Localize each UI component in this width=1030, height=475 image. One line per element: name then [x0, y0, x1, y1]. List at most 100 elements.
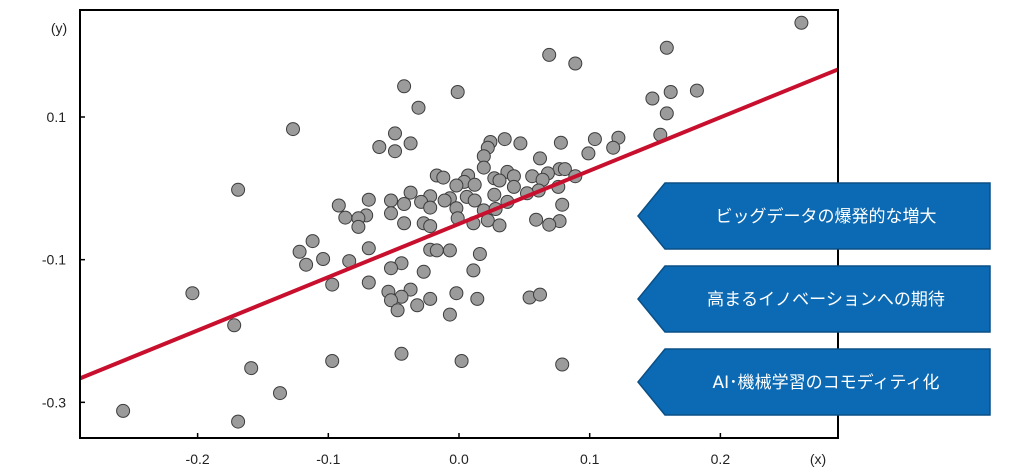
data-point — [542, 217, 557, 232]
data-point — [361, 192, 376, 207]
data-point — [403, 185, 418, 200]
data-point — [487, 187, 502, 202]
data-point — [316, 252, 331, 266]
data-point — [449, 178, 464, 193]
data-point — [492, 218, 507, 233]
data-point — [185, 286, 200, 301]
data-point — [470, 291, 485, 306]
data-point — [388, 126, 402, 141]
data-point — [390, 303, 405, 318]
data-point — [273, 386, 287, 401]
x-tick-label: -0.1 — [316, 451, 340, 467]
data-point — [292, 244, 307, 259]
data-point — [454, 354, 469, 368]
data-point — [305, 234, 320, 249]
data-point — [361, 275, 376, 290]
data-point — [442, 307, 457, 322]
data-point — [429, 243, 444, 258]
regression-line — [79, 67, 839, 381]
data-point — [645, 91, 660, 106]
data-point — [436, 170, 451, 185]
data-point — [244, 361, 259, 376]
data-point — [384, 293, 398, 308]
data-point — [394, 346, 409, 361]
data-point — [423, 219, 438, 234]
data-point — [659, 40, 674, 55]
data-point — [403, 136, 418, 151]
x-tick-label: 0.2 — [711, 451, 731, 467]
data-point — [397, 216, 412, 231]
data-point — [476, 160, 491, 175]
data-point — [231, 182, 246, 197]
data-point — [794, 15, 809, 30]
data-point — [513, 136, 528, 151]
data-point — [467, 193, 482, 208]
data-point — [416, 264, 431, 279]
x-axis-ticks: -0.2 -0.1 0.0 0.1 0.2 — [186, 433, 731, 467]
data-point — [568, 56, 583, 71]
data-point — [492, 173, 507, 188]
y-tick-label: 0.1 — [47, 109, 67, 125]
data-point — [689, 83, 704, 98]
data-point — [449, 286, 464, 301]
callout-label: AI･機械学習のコモディティ化 — [713, 372, 940, 393]
data-point — [423, 291, 438, 306]
data-point — [384, 193, 398, 208]
y-axis-unit-label: (y) — [51, 20, 67, 36]
callout-ai-ml: AI･機械学習のコモディティ化 — [637, 348, 991, 416]
y-axis-ticks: 0.1 -0.1 -0.3 — [42, 109, 85, 410]
data-point — [351, 219, 366, 234]
data-point — [397, 197, 412, 211]
x-tick-label: -0.2 — [186, 451, 210, 467]
data-point — [331, 198, 346, 213]
data-point — [231, 414, 246, 429]
x-tick-label: 0.1 — [580, 451, 600, 467]
x-tick-label: 0.0 — [449, 451, 469, 467]
data-point — [338, 210, 353, 225]
data-point — [581, 146, 596, 161]
data-point — [361, 241, 376, 256]
callout-big-data: ビッグデータの爆発的な増大 — [637, 182, 991, 250]
data-point — [557, 162, 572, 177]
data-point — [450, 85, 465, 99]
data-point — [325, 277, 340, 292]
data-point — [466, 263, 481, 278]
callout-label: 高まるイノベーションへの期待 — [707, 290, 945, 310]
data-point — [553, 135, 568, 150]
data-point — [555, 357, 570, 372]
y-tick-label: -0.3 — [42, 394, 66, 410]
data-point — [663, 85, 678, 99]
callout-arrow-shape — [637, 348, 991, 416]
data-point — [606, 140, 621, 155]
data-point — [384, 261, 398, 276]
data-point — [325, 354, 340, 368]
data-point — [403, 282, 418, 297]
data-point — [227, 318, 242, 333]
data-point — [116, 403, 131, 418]
data-point — [384, 206, 398, 221]
data-point — [542, 47, 557, 62]
callout-arrow-shape — [637, 265, 991, 333]
data-point — [533, 287, 547, 302]
data-point — [410, 298, 425, 313]
callout-label: ビッグデータの爆発的な増大 — [716, 206, 937, 227]
data-point — [299, 257, 314, 272]
data-point — [423, 200, 438, 215]
data-point — [587, 132, 602, 147]
data-point — [397, 79, 412, 94]
data-point — [286, 122, 300, 137]
data-point — [411, 100, 426, 115]
data-point — [388, 144, 402, 159]
data-point — [555, 197, 570, 212]
data-point — [659, 106, 674, 121]
data-point — [497, 132, 512, 147]
data-point — [442, 243, 457, 258]
callout-innovation: 高まるイノベーションへの期待 — [637, 265, 991, 333]
callout-arrow-shape — [637, 182, 991, 250]
data-point — [529, 212, 544, 227]
data-point — [506, 179, 521, 194]
x-axis-unit-label: (x) — [810, 451, 826, 467]
data-point — [472, 247, 487, 261]
data-point — [372, 140, 387, 154]
